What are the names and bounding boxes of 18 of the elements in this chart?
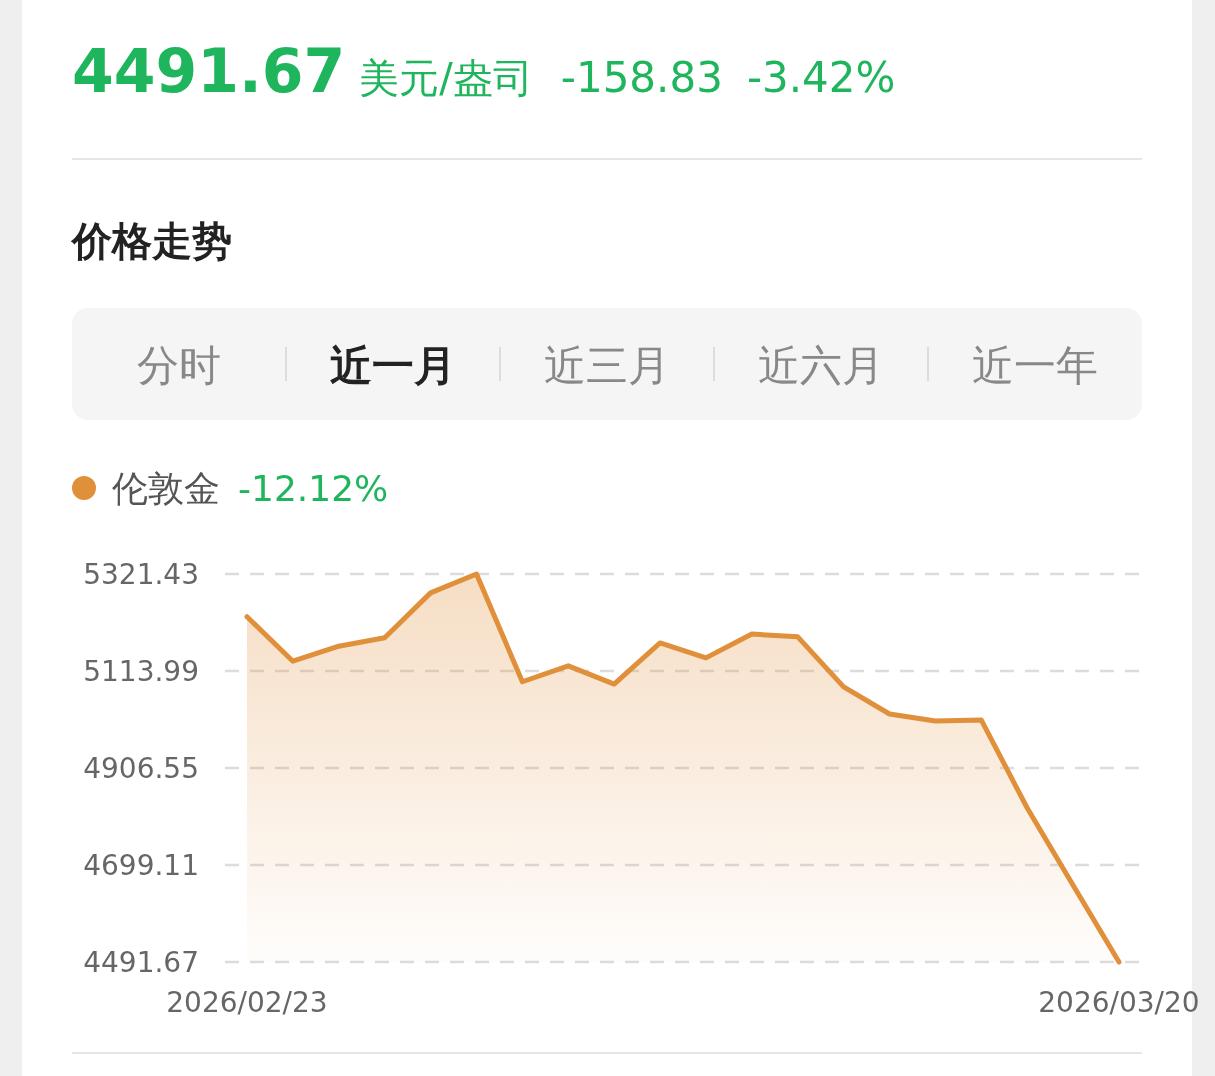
text: -158.83 <box>560 53 723 102</box>
text: 近三月 <box>544 341 670 390</box>
x-tick-label: 2026/02/23 <box>166 986 328 1019</box>
text: 近一年 <box>972 341 1098 390</box>
legend-label: 伦敦金 <box>112 468 220 509</box>
y-tick-label: 4699.11 <box>83 849 199 882</box>
x-tick-label: 2026/03/20 <box>1038 986 1200 1019</box>
y-tick-label: 5113.99 <box>83 655 199 688</box>
y-tick-label: 5321.43 <box>83 558 199 591</box>
y-tick-label: 4906.55 <box>83 752 199 785</box>
y-tick-label: 4491.67 <box>83 946 199 979</box>
text: 分时 <box>137 341 221 390</box>
text: -3.42% <box>746 53 896 102</box>
text: 美元/盎司 <box>359 55 533 101</box>
text: 近六月 <box>758 341 884 390</box>
chart-title: 价格走势 <box>70 218 232 264</box>
text: 近一月 <box>330 341 456 390</box>
text: -12.12% <box>238 468 389 509</box>
